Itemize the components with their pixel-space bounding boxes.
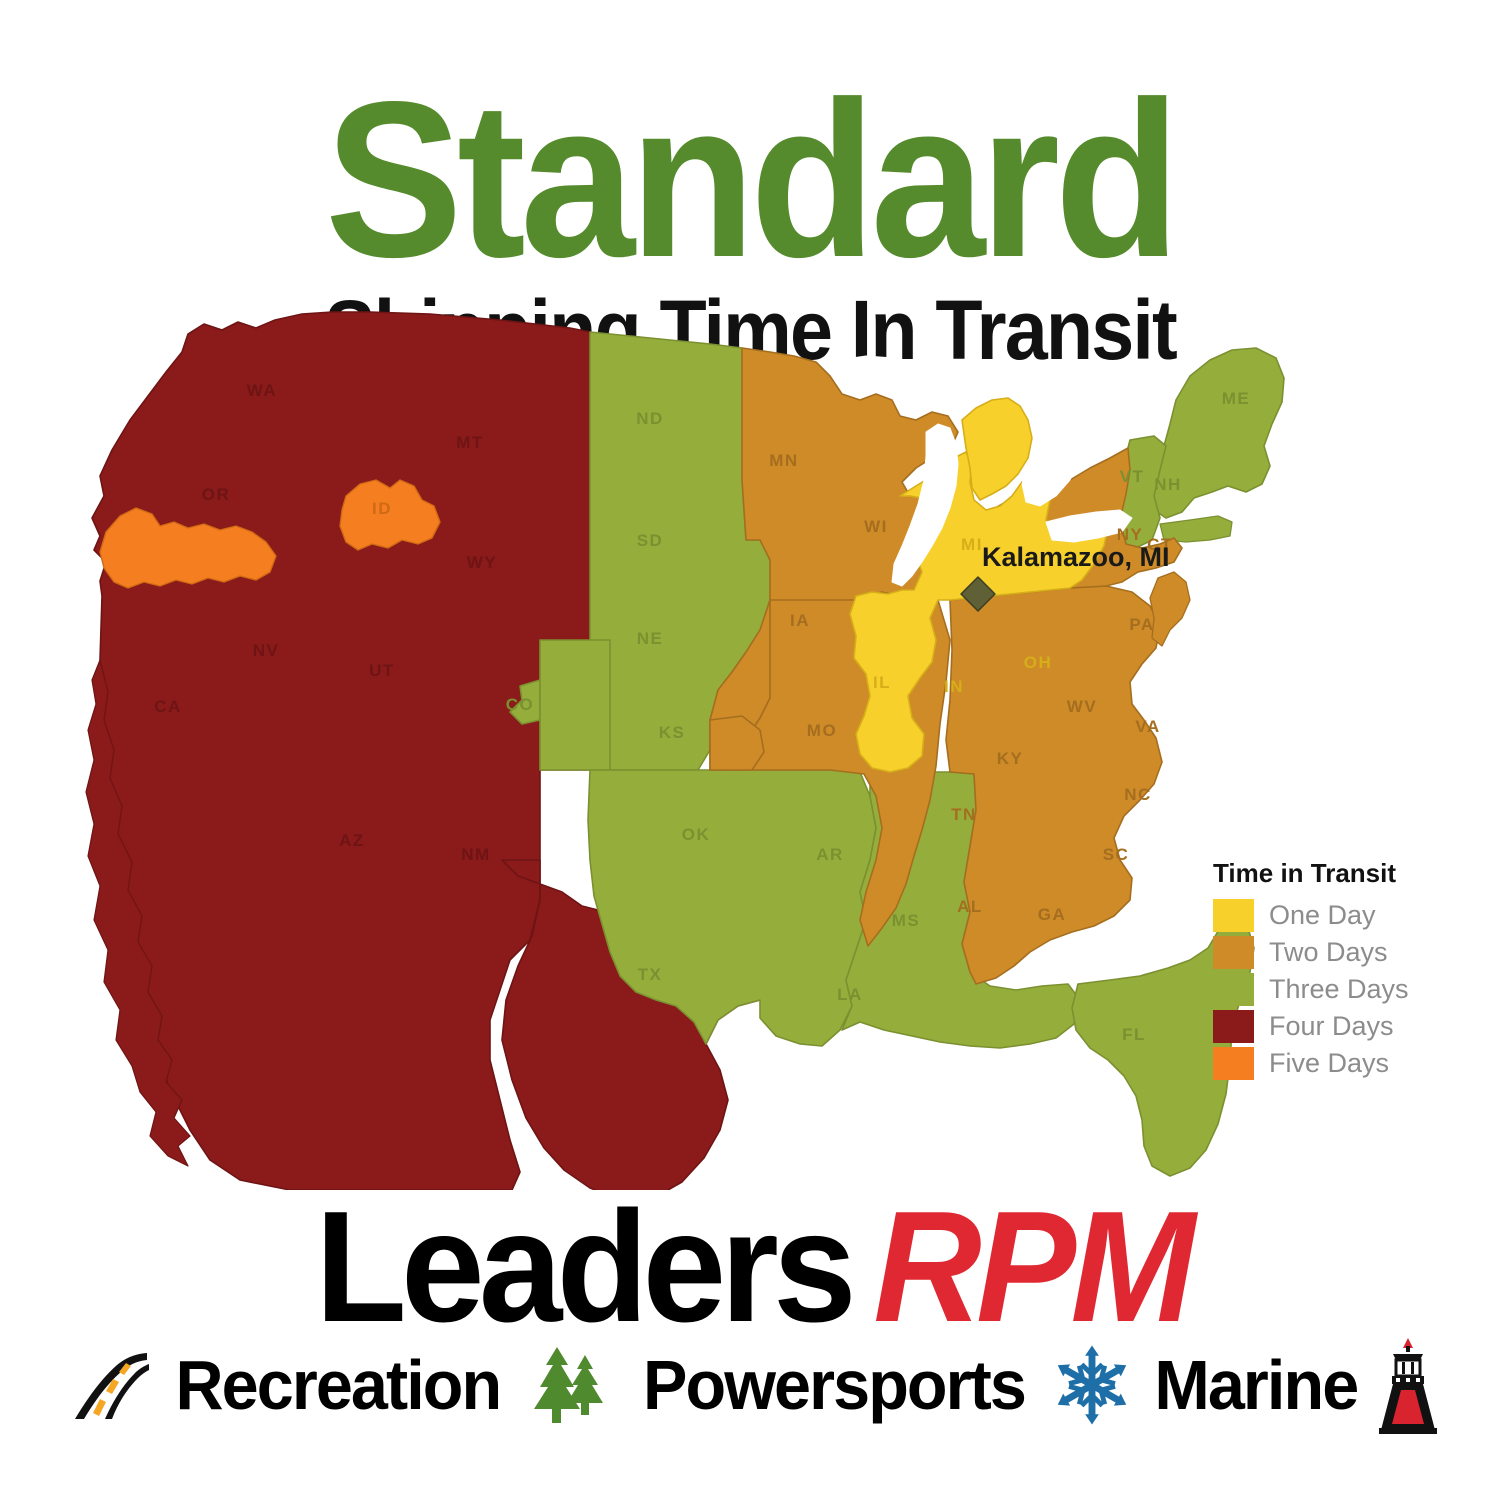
legend-title: Time in Transit (1213, 858, 1397, 888)
region-one-day-core (849, 451, 1109, 773)
region-nebraska-kansas-east (709, 715, 765, 771)
legend-swatch-two-days (1213, 936, 1254, 969)
brand-tagline: Recreation Powersports (0, 1336, 1500, 1434)
lake-huron-erie (1021, 399, 1085, 507)
legend-label-five-days: Five Days (1269, 1048, 1390, 1078)
legend-label-three-days: Three Days (1269, 974, 1409, 1004)
zone-three-days (509, 331, 1285, 1177)
page-title: Standard (324, 56, 1181, 304)
zone-five-days (99, 479, 441, 589)
tagline-label-powersports: Powersports (643, 1346, 1027, 1424)
pine-trees-icon (523, 1343, 619, 1427)
legend: Time in Transit One Day Two Days Three D… (1213, 858, 1463, 1084)
legend-label-one-day: One Day (1269, 900, 1376, 930)
region-appalachia-southeast (945, 585, 1163, 985)
origin-city-label: Kalamazoo, MI (982, 542, 1170, 572)
legend-item-five-days[interactable]: Five Days (1213, 1047, 1463, 1080)
snowflake-icon (1049, 1342, 1135, 1428)
map-svg: WA MT OR ID WY NV UT CA AZ NM CO ND SD N… (85, 311, 1285, 1190)
legend-item-three-days[interactable]: Three Days (1213, 973, 1463, 1006)
region-colorado-body (539, 639, 611, 771)
legend-item-four-days[interactable]: Four Days (1213, 1010, 1463, 1043)
region-southern-idaho-five-day (339, 479, 441, 551)
tagline-label-recreation: Recreation (175, 1346, 503, 1424)
great-lakes (837, 355, 1133, 587)
origin-marker-group[interactable]: Kalamazoo, MI (960, 542, 1170, 612)
lake-erie (1045, 509, 1133, 543)
region-florida (1071, 919, 1255, 1177)
brand-name-leaders: Leaders (315, 1179, 858, 1355)
lake-superior (837, 355, 963, 401)
legend-swatch-four-days (1213, 1010, 1254, 1043)
region-michigan-mitten (961, 397, 1033, 501)
brand-name-rpm: RPM (873, 1179, 1196, 1355)
legend-label-two-days: Two Days (1269, 937, 1388, 967)
region-northern-new-england (1151, 347, 1285, 519)
legend-item-two-days[interactable]: Two Days (1213, 936, 1463, 969)
origin-marker-diamond (960, 576, 996, 612)
region-mid-atlantic-coast (1149, 571, 1191, 647)
tagline-label-marine: Marine (1154, 1346, 1359, 1424)
zone-one-day (849, 397, 1109, 773)
road-icon (61, 1347, 153, 1423)
legend-label-four-days: Four Days (1269, 1011, 1394, 1041)
legend-swatch-one-day (1213, 899, 1254, 932)
legend-swatch-five-days (1213, 1047, 1254, 1080)
brand-wordmark: Leaders RPM (0, 1188, 1500, 1346)
region-western-oregon-five-day (99, 507, 277, 589)
lighthouse-icon (1377, 1336, 1439, 1434)
region-california-coast (85, 659, 191, 1167)
lake-michigan (891, 423, 959, 587)
header: Standard Shipping Time In Transit (0, 0, 1500, 372)
legend-swatch-three-days (1213, 973, 1254, 1006)
region-mass-ri (1159, 515, 1233, 543)
us-transit-map: WA MT OR ID WY NV UT CA AZ NM CO ND SD N… (70, 300, 1290, 1190)
legend-item-one-day[interactable]: One Day (1213, 899, 1463, 932)
